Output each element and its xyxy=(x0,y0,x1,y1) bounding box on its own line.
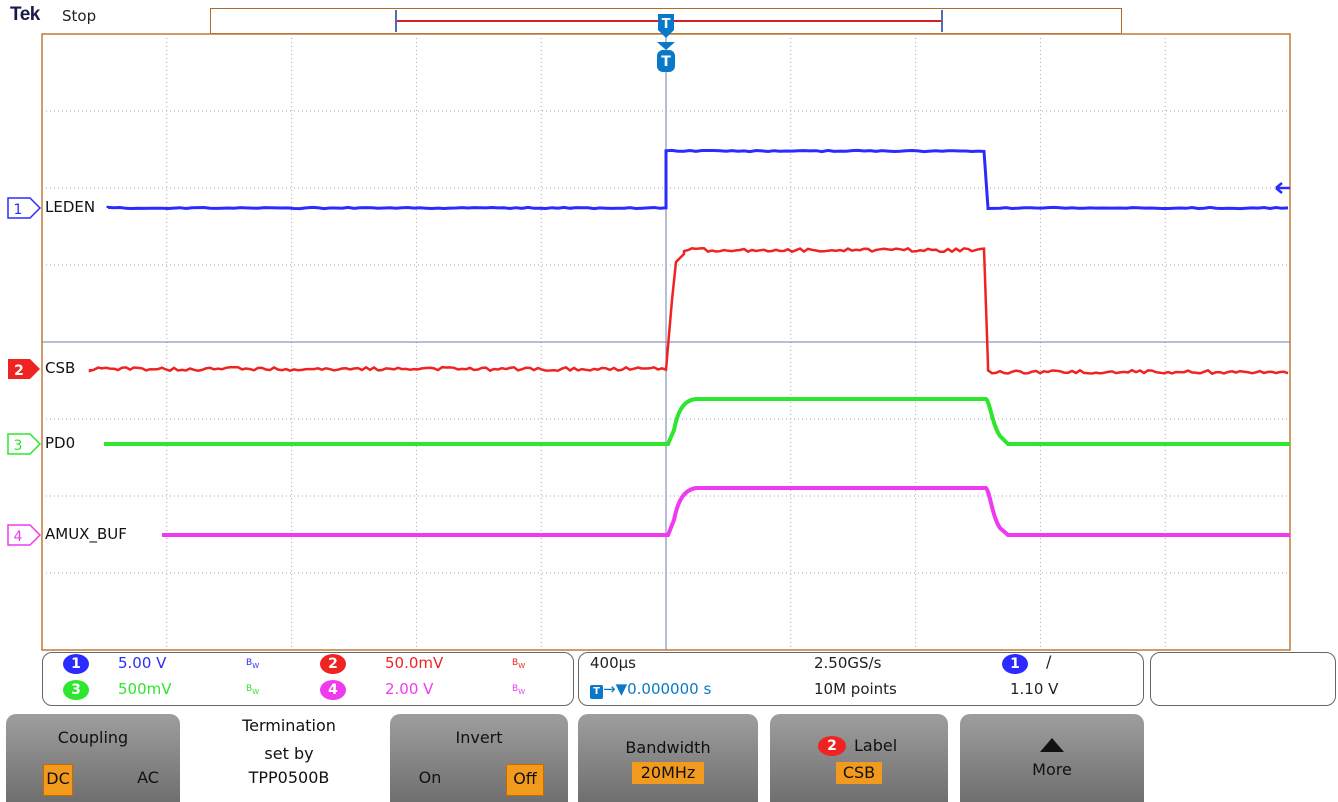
ch1-bw-limit-icon: BW xyxy=(246,658,259,670)
ch4-marker[interactable]: 4 xyxy=(8,525,40,545)
ch1-scale[interactable]: 5.00 V xyxy=(118,654,166,672)
ch2-marker[interactable]: 2 xyxy=(8,359,40,379)
ch2-waveform xyxy=(90,248,1288,373)
bandwidth-title: Bandwidth xyxy=(578,738,758,757)
more-button[interactable]: More xyxy=(960,714,1144,802)
trigger-delay-icon: T xyxy=(590,685,603,699)
trigger-time-marker[interactable]: T xyxy=(657,42,675,72)
graticule xyxy=(42,34,1290,650)
ch3-bw-limit-icon: BW xyxy=(246,684,259,696)
ch1-badge[interactable]: 1 xyxy=(63,654,89,674)
ch3-marker-num: 3 xyxy=(14,438,23,454)
ch1-marker-num: 1 xyxy=(14,202,23,218)
record-length: 10M points xyxy=(814,680,897,698)
termination-line2: set by xyxy=(198,744,380,763)
ch2-bw-limit-icon: BW xyxy=(512,658,525,670)
ch2-scale[interactable]: 50.0mV xyxy=(385,654,443,672)
up-triangle-icon xyxy=(1040,738,1064,752)
ch4-label: AMUX_BUF xyxy=(45,525,127,543)
label-button[interactable]: 2 Label CSB xyxy=(770,714,948,802)
bandwidth-button[interactable]: Bandwidth 20MHz xyxy=(578,714,758,802)
ch1-marker[interactable]: 1 xyxy=(8,198,40,218)
rising-edge-icon[interactable]: / xyxy=(1046,652,1051,671)
ch3-waveform xyxy=(104,399,1290,444)
ch3-marker[interactable]: 3 xyxy=(8,434,40,454)
termination-line1: Termination xyxy=(198,716,380,735)
label-title: Label xyxy=(854,736,897,755)
ch4-bw-limit-icon: BW xyxy=(512,684,525,696)
ch4-badge[interactable]: 4 xyxy=(320,680,346,700)
empty-readout-panel[interactable] xyxy=(1150,652,1336,706)
trigger-marker-letter: T xyxy=(661,54,671,70)
ch2-label: CSB xyxy=(45,359,75,377)
label-value: CSB xyxy=(836,762,882,784)
termination-info: Termination set by TPP0500B xyxy=(198,714,380,802)
coupling-ac-option[interactable]: AC xyxy=(128,764,168,794)
bandwidth-value: 20MHz xyxy=(632,762,704,784)
waveform-display[interactable]: T T 1 2 3 4 xyxy=(0,0,1338,652)
termination-line3: TPP0500B xyxy=(198,768,380,787)
trigger-level[interactable]: 1.10 V xyxy=(1010,680,1058,698)
ch3-scale[interactable]: 500mV xyxy=(118,680,172,698)
ch3-label: PD0 xyxy=(45,434,75,452)
ch4-marker-num: 4 xyxy=(14,529,23,545)
arrow-right-icon: →▼ xyxy=(603,680,627,698)
waveform-traces xyxy=(90,150,1290,535)
coupling-button[interactable]: Coupling DC AC xyxy=(6,714,180,802)
ch1-waveform xyxy=(108,150,1288,208)
ch4-scale[interactable]: 2.00 V xyxy=(385,680,433,698)
invert-button[interactable]: Invert On Off xyxy=(390,714,568,802)
ch4-waveform xyxy=(162,488,1290,535)
trigger-source-badge[interactable]: 1 xyxy=(1002,654,1028,674)
trigger-delay[interactable]: T →▼0.000000 s xyxy=(590,680,711,699)
sample-rate: 2.50GS/s xyxy=(814,654,881,672)
more-label: More xyxy=(960,760,1144,779)
ch2-marker-num: 2 xyxy=(14,363,24,379)
ch1-label: LEDEN xyxy=(45,198,95,216)
invert-on-option[interactable]: On xyxy=(410,764,450,794)
trigger-level-arrow-icon[interactable] xyxy=(1276,183,1290,193)
coupling-title: Coupling xyxy=(6,728,180,747)
invert-off-option[interactable]: Off xyxy=(506,764,544,796)
ch2-badge[interactable]: 2 xyxy=(320,654,346,674)
ch3-badge[interactable]: 3 xyxy=(63,680,89,700)
timebase-scale[interactable]: 400µs xyxy=(590,654,636,672)
label-channel-badge: 2 xyxy=(818,736,846,756)
invert-title: Invert xyxy=(390,728,568,747)
coupling-dc-option[interactable]: DC xyxy=(43,764,73,796)
trigger-marker-letter: T xyxy=(662,17,671,32)
